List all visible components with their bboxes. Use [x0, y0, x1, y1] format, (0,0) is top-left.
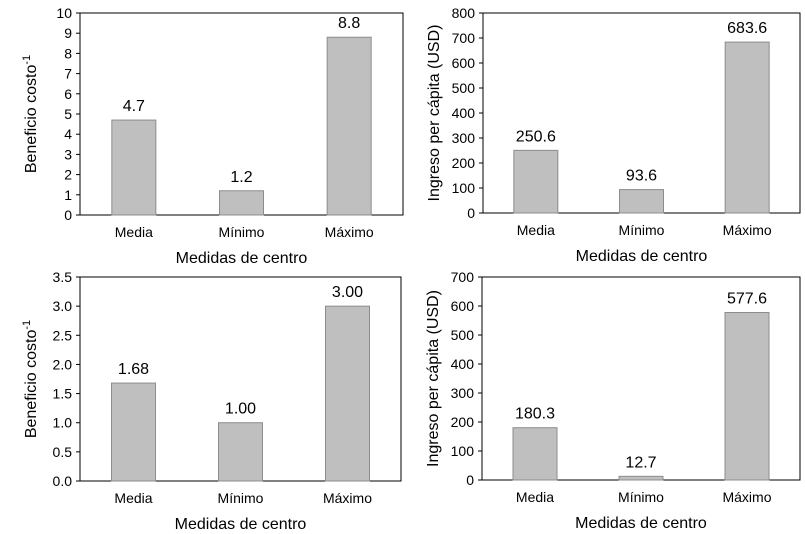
y-tick-label: 7 [64, 66, 72, 82]
bar-máximo [326, 36, 372, 216]
x-tick-label: Máximo [325, 224, 374, 240]
x-tick-label: Máximo [323, 490, 372, 506]
bar-mínimo [618, 475, 664, 481]
y-tick-label: 100 [452, 180, 476, 196]
chart-panel-2: 0 100 200 300 400 500 600 700 800 250.6 Media 93.6 M… [426, 5, 801, 265]
data-label: 12.7 [625, 454, 656, 471]
bar-mínimo [218, 422, 263, 482]
bar-mínimo [619, 189, 664, 214]
y-tick-label: 500 [451, 327, 475, 343]
y-tick-label: 1.5 [53, 386, 73, 402]
y-tick-label: 6 [64, 86, 72, 102]
y-tick-label: 10 [56, 5, 72, 21]
bar-media [111, 382, 156, 482]
y-tick-label: 2 [64, 167, 72, 183]
data-label: 577.6 [727, 290, 767, 307]
data-label: 8.8 [338, 15, 360, 32]
data-label: 1.00 [225, 401, 256, 418]
data-label: 1.68 [118, 361, 149, 378]
data-label: 3.00 [332, 284, 363, 301]
y-axis-title: Ingreso per cápita (USD) [426, 25, 443, 202]
y-tick-label: 400 [451, 356, 475, 372]
y-axis-title-text: Ingreso per cápita (USD) [425, 290, 442, 467]
x-axis-title: Medidas de centro [175, 516, 307, 533]
x-axis-title: Medidas de centro [575, 515, 707, 532]
x-axis-title: Medidas de centro [176, 250, 308, 267]
chart-panel-4: 0 100 200 300 400 500 600 700 180.3 Media 12.7 Míni… [425, 269, 801, 532]
y-tick-label: 600 [451, 298, 475, 314]
y-tick-label: 4 [64, 126, 72, 142]
y-tick-label: 400 [452, 105, 476, 121]
x-tick-label: Media [114, 490, 152, 506]
y-tick-label: 300 [452, 130, 476, 146]
data-label: 93.6 [626, 168, 657, 185]
y-tick-label: 0 [64, 207, 72, 223]
bar-media [111, 119, 157, 216]
y-axis-title-superscript: -1 [21, 55, 33, 65]
y-axis-title: Ingreso per cápita (USD) [425, 290, 442, 467]
y-tick-label: 2.5 [53, 327, 73, 343]
x-tick-label: Máximo [722, 489, 771, 505]
y-tick-label: 200 [452, 155, 476, 171]
y-tick-label: 700 [451, 269, 475, 285]
x-tick-label: Mínimo [619, 222, 665, 238]
x-tick-label: Mínimo [219, 224, 265, 240]
y-tick-label: 1 [64, 187, 72, 203]
chart-panel-3: 0.0 0.5 1.0 1.5 2.0 2.5 3.0 3.5 1.68 Media 1.00 Mín… [21, 269, 402, 533]
y-tick-label: 3.5 [53, 269, 73, 285]
data-label: 4.7 [123, 98, 145, 115]
y-tick-label: 9 [64, 25, 72, 41]
data-label: 180.3 [515, 406, 555, 423]
x-tick-label: Mínimo [618, 489, 664, 505]
y-tick-label: 0.5 [53, 444, 73, 460]
data-label: 683.6 [727, 20, 767, 37]
bar-mínimo [219, 190, 264, 216]
y-axis-title-text: Ingreso per cápita (USD) [426, 25, 443, 202]
y-axis-title: Beneficio costo-1 [21, 55, 40, 173]
bar-media [512, 427, 558, 481]
y-axis-title-text: Beneficio costo [23, 330, 40, 439]
y-tick-label: 100 [451, 443, 475, 459]
y-axis-title: Beneficio costo-1 [21, 320, 40, 438]
x-tick-label: Mínimo [218, 490, 264, 506]
y-tick-label: 500 [452, 80, 476, 96]
y-tick-label: 5 [64, 106, 72, 122]
x-axis-title: Medidas de centro [576, 248, 708, 265]
y-axis-title-superscript: -1 [21, 320, 33, 330]
x-tick-label: Media [115, 224, 153, 240]
y-tick-label: 3.0 [53, 298, 73, 314]
y-tick-label: 200 [451, 414, 475, 430]
y-tick-label: 700 [452, 30, 476, 46]
y-tick-label: 8 [64, 45, 72, 61]
y-tick-label: 0 [467, 205, 475, 221]
y-tick-label: 600 [452, 55, 476, 71]
y-axis-title-text: Beneficio costo [23, 65, 40, 174]
x-tick-label: Máximo [723, 222, 772, 238]
bar-máximo [724, 41, 770, 214]
y-tick-label: 1.0 [53, 415, 73, 431]
bar-máximo [325, 305, 370, 482]
y-tick-label: 3 [64, 146, 72, 162]
bar-media [513, 149, 559, 214]
y-tick-label: 800 [452, 5, 476, 21]
data-label: 1.2 [230, 169, 252, 186]
y-tick-label: 300 [451, 385, 475, 401]
data-label: 250.6 [516, 128, 556, 145]
bar-máximo [724, 311, 770, 481]
y-tick-label: 0.0 [53, 473, 73, 489]
chart-panel-1: 0 1 2 3 4 5 6 7 8 9 10 4.7 Media 1.2 Mínimo 8.8 Máximo Me… [21, 5, 404, 267]
x-tick-label: Media [516, 489, 554, 505]
y-tick-label: 2.0 [53, 356, 73, 372]
y-tick-label: 0 [466, 472, 474, 488]
x-tick-label: Media [517, 222, 555, 238]
